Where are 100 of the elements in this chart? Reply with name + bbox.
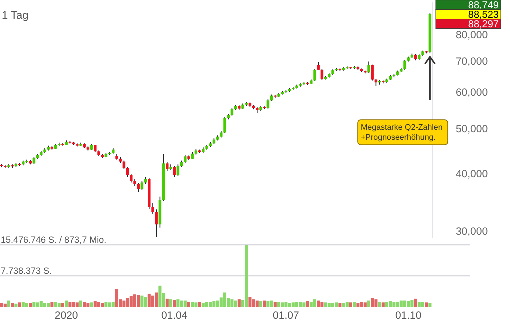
bar	[299, 302, 302, 307]
candlestick	[224, 116, 226, 134]
bar	[101, 303, 104, 307]
annotation: Megastarke Q2-Zahlen +Prognoseerhöhung.	[361, 123, 443, 142]
bar	[338, 303, 342, 307]
bar	[112, 302, 115, 307]
bar	[310, 302, 313, 307]
bar	[418, 302, 421, 307]
bar	[58, 303, 61, 307]
bar	[328, 303, 331, 307]
bar	[421, 302, 425, 307]
bar	[198, 302, 202, 307]
bar	[238, 300, 241, 307]
bar	[410, 300, 414, 307]
text: 88,297	[468, 20, 500, 31]
bar	[72, 302, 76, 307]
candlestick	[368, 61, 370, 74]
y-tick-label: 60,000	[456, 87, 488, 100]
candlestick	[173, 166, 176, 178]
candlestick	[371, 64, 374, 82]
bar	[79, 300, 83, 307]
bar	[407, 301, 410, 307]
bar	[266, 301, 270, 307]
y-tick-label: 40,000	[456, 168, 488, 180]
candlestick	[404, 60, 406, 70]
bar	[216, 300, 220, 307]
bar	[331, 303, 335, 307]
bar	[205, 302, 209, 307]
x-tick-label: 01.10	[395, 310, 422, 320]
candlestick	[176, 164, 180, 177]
bar	[68, 302, 72, 307]
bar	[29, 303, 32, 307]
bar	[209, 302, 212, 307]
bar	[133, 294, 137, 307]
bar	[104, 302, 108, 307]
text: 1 Tag	[2, 10, 29, 22]
bar	[184, 300, 187, 307]
x-tick-label: 01.07	[273, 310, 300, 320]
bar	[360, 302, 364, 307]
bar	[166, 298, 169, 307]
bar	[0, 303, 4, 307]
bar	[43, 303, 47, 307]
x-tick-label: 2020	[54, 310, 78, 320]
bar	[400, 300, 403, 307]
bar	[335, 302, 338, 307]
bar	[50, 302, 54, 307]
bar	[245, 245, 248, 307]
bar	[148, 294, 151, 307]
bar	[194, 302, 198, 307]
bar	[425, 302, 428, 307]
bar	[191, 302, 194, 307]
bar	[22, 302, 25, 307]
bar	[317, 300, 320, 307]
bar	[234, 300, 238, 307]
bar	[36, 302, 40, 307]
bar	[252, 300, 256, 307]
bar	[356, 303, 360, 307]
bar	[263, 300, 266, 307]
bar	[320, 302, 324, 307]
bar	[140, 296, 144, 307]
bar	[108, 302, 112, 307]
bar	[349, 302, 353, 307]
bar	[281, 302, 284, 307]
bar	[173, 300, 176, 307]
bar	[40, 301, 43, 307]
bar	[202, 303, 205, 307]
bar	[54, 302, 58, 307]
bar	[187, 302, 191, 307]
bar	[313, 300, 317, 307]
bar	[7, 300, 11, 307]
bar	[14, 304, 18, 307]
bar	[212, 301, 216, 307]
bar	[11, 303, 14, 307]
bar	[65, 300, 68, 307]
bar	[144, 297, 148, 307]
text: 88,749	[468, 0, 500, 12]
bar	[364, 302, 367, 307]
candlestick	[266, 99, 270, 110]
bar	[94, 301, 97, 307]
bar	[302, 302, 306, 307]
bar	[367, 300, 371, 307]
bar	[4, 304, 7, 307]
bar	[378, 302, 382, 307]
bar	[270, 300, 274, 307]
bar	[274, 302, 277, 307]
y-tick-label: 80,000	[456, 29, 488, 42]
candlestick	[126, 167, 130, 178]
bar	[371, 298, 374, 307]
bar	[288, 303, 292, 307]
bar	[295, 302, 299, 307]
bar	[277, 302, 281, 307]
bar	[292, 302, 295, 307]
bar	[76, 302, 79, 307]
bar	[155, 292, 158, 307]
bar	[83, 302, 86, 307]
bar	[25, 303, 29, 307]
y-tick-label: 70,000	[456, 56, 488, 68]
bar	[90, 302, 94, 307]
bar	[392, 302, 396, 307]
bar	[259, 301, 263, 307]
